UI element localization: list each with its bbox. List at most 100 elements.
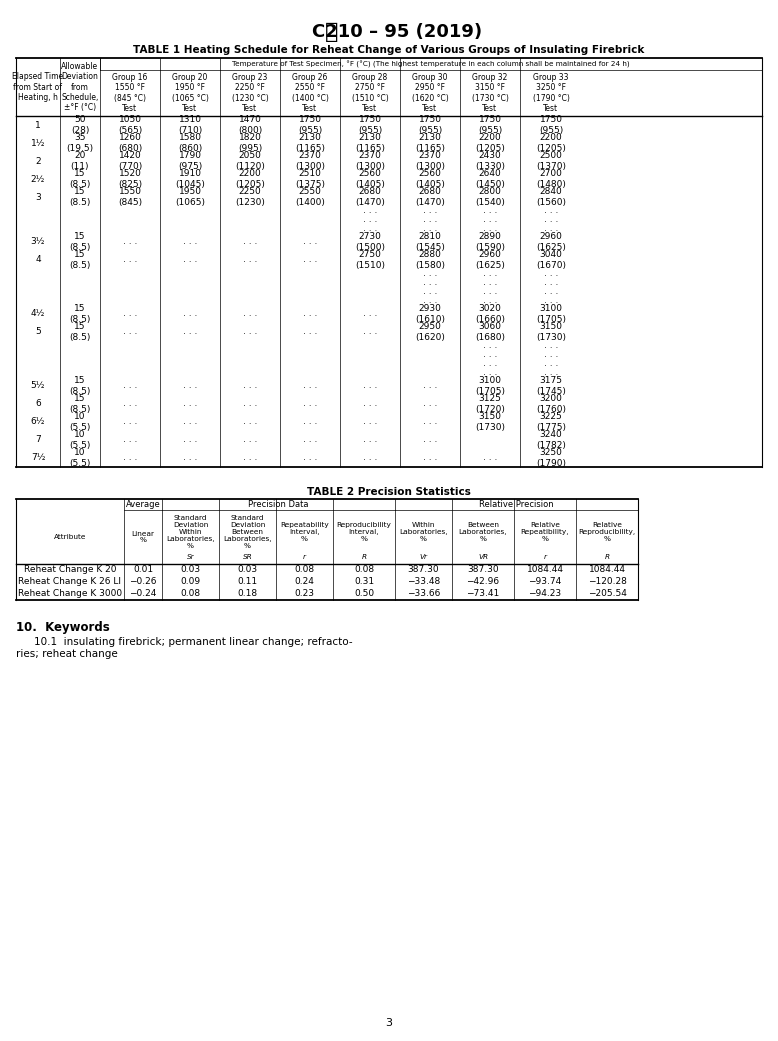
Text: −93.74: −93.74 (528, 578, 562, 586)
Text: 7: 7 (35, 435, 41, 445)
Text: . . .: . . . (544, 369, 558, 377)
Text: R: R (605, 554, 609, 560)
Text: . . .: . . . (544, 278, 558, 287)
Text: 10
(5.5): 10 (5.5) (69, 449, 91, 467)
Text: 0.01: 0.01 (133, 565, 153, 575)
Text: 0.23: 0.23 (295, 589, 314, 599)
Text: 15
(8.5): 15 (8.5) (69, 187, 91, 207)
Text: . . .: . . . (544, 296, 558, 305)
Text: Linear
%: Linear % (131, 531, 155, 543)
Text: 2730
(1500): 2730 (1500) (355, 232, 385, 252)
Text: Precision Data: Precision Data (248, 500, 309, 509)
Text: −0.26: −0.26 (129, 578, 156, 586)
Text: ries; reheat change: ries; reheat change (16, 649, 117, 659)
Text: 1470
(800): 1470 (800) (238, 116, 262, 134)
Text: Reproducibility
Interval,
%: Reproducibility Interval, % (337, 522, 391, 542)
Text: . . .: . . . (363, 454, 377, 462)
Text: 0.50: 0.50 (354, 589, 374, 599)
Text: TABLE 1 Heating Schedule for Reheat Change of Various Groups of Insulating Fireb: TABLE 1 Heating Schedule for Reheat Chan… (133, 45, 645, 55)
Text: . . .: . . . (544, 269, 558, 278)
Text: . . .: . . . (303, 255, 317, 264)
Text: Relative
Repeatibility,
%: Relative Repeatibility, % (520, 522, 569, 542)
Text: . . .: . . . (123, 255, 137, 264)
Text: Elapsed Time
from Start of
Heating, h: Elapsed Time from Start of Heating, h (12, 72, 64, 102)
Text: 15
(8.5): 15 (8.5) (69, 304, 91, 324)
Text: . . .: . . . (243, 328, 258, 336)
Text: Group 28
2750 °F
(1510 °C)
Test: Group 28 2750 °F (1510 °C) Test (352, 73, 388, 113)
Text: 1520
(825): 1520 (825) (118, 170, 142, 188)
Text: . . .: . . . (363, 400, 377, 408)
Text: 0.08: 0.08 (294, 565, 314, 575)
Text: 10.1  insulating firebrick; permanent linear change; refracto-: 10.1 insulating firebrick; permanent lin… (34, 637, 352, 648)
Text: 2950
(1620): 2950 (1620) (415, 323, 445, 341)
Text: 1750
(955): 1750 (955) (358, 116, 382, 134)
Text: . . .: . . . (303, 435, 317, 445)
Text: 0.08: 0.08 (354, 565, 374, 575)
Text: Group 32
3150 °F
(1730 °C)
Test: Group 32 3150 °F (1730 °C) Test (471, 73, 509, 113)
Text: TABLE 2 Precision Statistics: TABLE 2 Precision Statistics (307, 487, 471, 497)
Text: . . .: . . . (483, 341, 497, 350)
Text: 1750
(955): 1750 (955) (478, 116, 502, 134)
Text: r: r (303, 554, 306, 560)
Text: . . .: . . . (243, 237, 258, 247)
Text: Group 30
2950 °F
(1620 °C)
Test: Group 30 2950 °F (1620 °C) Test (412, 73, 448, 113)
Text: . . .: . . . (363, 417, 377, 427)
Text: 387.30: 387.30 (408, 565, 440, 575)
Text: . . .: . . . (483, 269, 497, 278)
Text: . . .: . . . (422, 224, 437, 233)
Text: 2200
(1205): 2200 (1205) (475, 133, 505, 153)
Text: Repeatability
Interval,
%: Repeatability Interval, % (280, 522, 329, 542)
Text: . . .: . . . (123, 417, 137, 427)
Text: . . .: . . . (544, 350, 558, 359)
Text: Allowable
Deviation
from
Schedule,
±°F (°C): Allowable Deviation from Schedule, ±°F (… (61, 61, 99, 112)
Text: 2840
(1560): 2840 (1560) (536, 187, 566, 207)
Text: . . .: . . . (243, 417, 258, 427)
Text: 1750
(955): 1750 (955) (539, 116, 563, 134)
Text: 50
(28): 50 (28) (71, 116, 89, 134)
Text: 2560
(1405): 2560 (1405) (415, 170, 445, 188)
Text: . . .: . . . (183, 309, 197, 319)
Text: 7½: 7½ (31, 454, 45, 462)
Text: 1910
(1045): 1910 (1045) (175, 170, 205, 188)
Text: Group 20
1950 °F
(1065 °C)
Test: Group 20 1950 °F (1065 °C) Test (172, 73, 209, 113)
Text: 10
(5.5): 10 (5.5) (69, 430, 91, 450)
Text: 2960
(1625): 2960 (1625) (475, 250, 505, 270)
Text: 2050
(1120): 2050 (1120) (235, 151, 265, 171)
Text: Standard
Deviation
Within
Laboratories,
%: Standard Deviation Within Laboratories, … (166, 515, 215, 549)
Text: . . .: . . . (422, 287, 437, 296)
Text: 0.31: 0.31 (354, 578, 374, 586)
Text: . . .: . . . (483, 224, 497, 233)
Text: . . .: . . . (183, 381, 197, 390)
Text: Vr: Vr (419, 554, 427, 560)
Text: Temperature of Test Specimen, °F (°C) (The highest temperature in each column sh: Temperature of Test Specimen, °F (°C) (T… (232, 60, 630, 68)
Text: 3060
(1680): 3060 (1680) (475, 323, 505, 341)
Text: . . .: . . . (483, 206, 497, 215)
Text: 387.30: 387.30 (467, 565, 499, 575)
Text: . . .: . . . (243, 381, 258, 390)
Text: 3½: 3½ (31, 237, 45, 247)
Text: 5: 5 (35, 328, 41, 336)
Text: . . .: . . . (303, 454, 317, 462)
Text: . . .: . . . (422, 215, 437, 224)
Text: −94.23: −94.23 (528, 589, 562, 599)
Text: 0.24: 0.24 (295, 578, 314, 586)
Text: −42.96: −42.96 (467, 578, 499, 586)
Text: 15
(8.5): 15 (8.5) (69, 232, 91, 252)
Text: 1580
(860): 1580 (860) (178, 133, 202, 153)
Text: . . .: . . . (243, 309, 258, 319)
Text: 5½: 5½ (31, 381, 45, 390)
Text: . . .: . . . (422, 435, 437, 445)
Text: 3100
(1705): 3100 (1705) (536, 304, 566, 324)
Text: . . .: . . . (422, 454, 437, 462)
Text: 15
(8.5): 15 (8.5) (69, 170, 91, 188)
Text: 15
(8.5): 15 (8.5) (69, 395, 91, 413)
Text: . . .: . . . (363, 206, 377, 215)
Text: Between
Laboratories,
%: Between Laboratories, % (459, 522, 507, 542)
Text: 10
(5.5): 10 (5.5) (69, 412, 91, 432)
Text: 3: 3 (35, 193, 41, 202)
Text: Standard
Deviation
Between
Laboratories,
%: Standard Deviation Between Laboratories,… (223, 515, 272, 549)
Text: 1820
(995): 1820 (995) (238, 133, 262, 153)
Text: . . .: . . . (363, 435, 377, 445)
Text: 1: 1 (35, 121, 41, 129)
Text: 3240
(1782): 3240 (1782) (536, 430, 566, 450)
